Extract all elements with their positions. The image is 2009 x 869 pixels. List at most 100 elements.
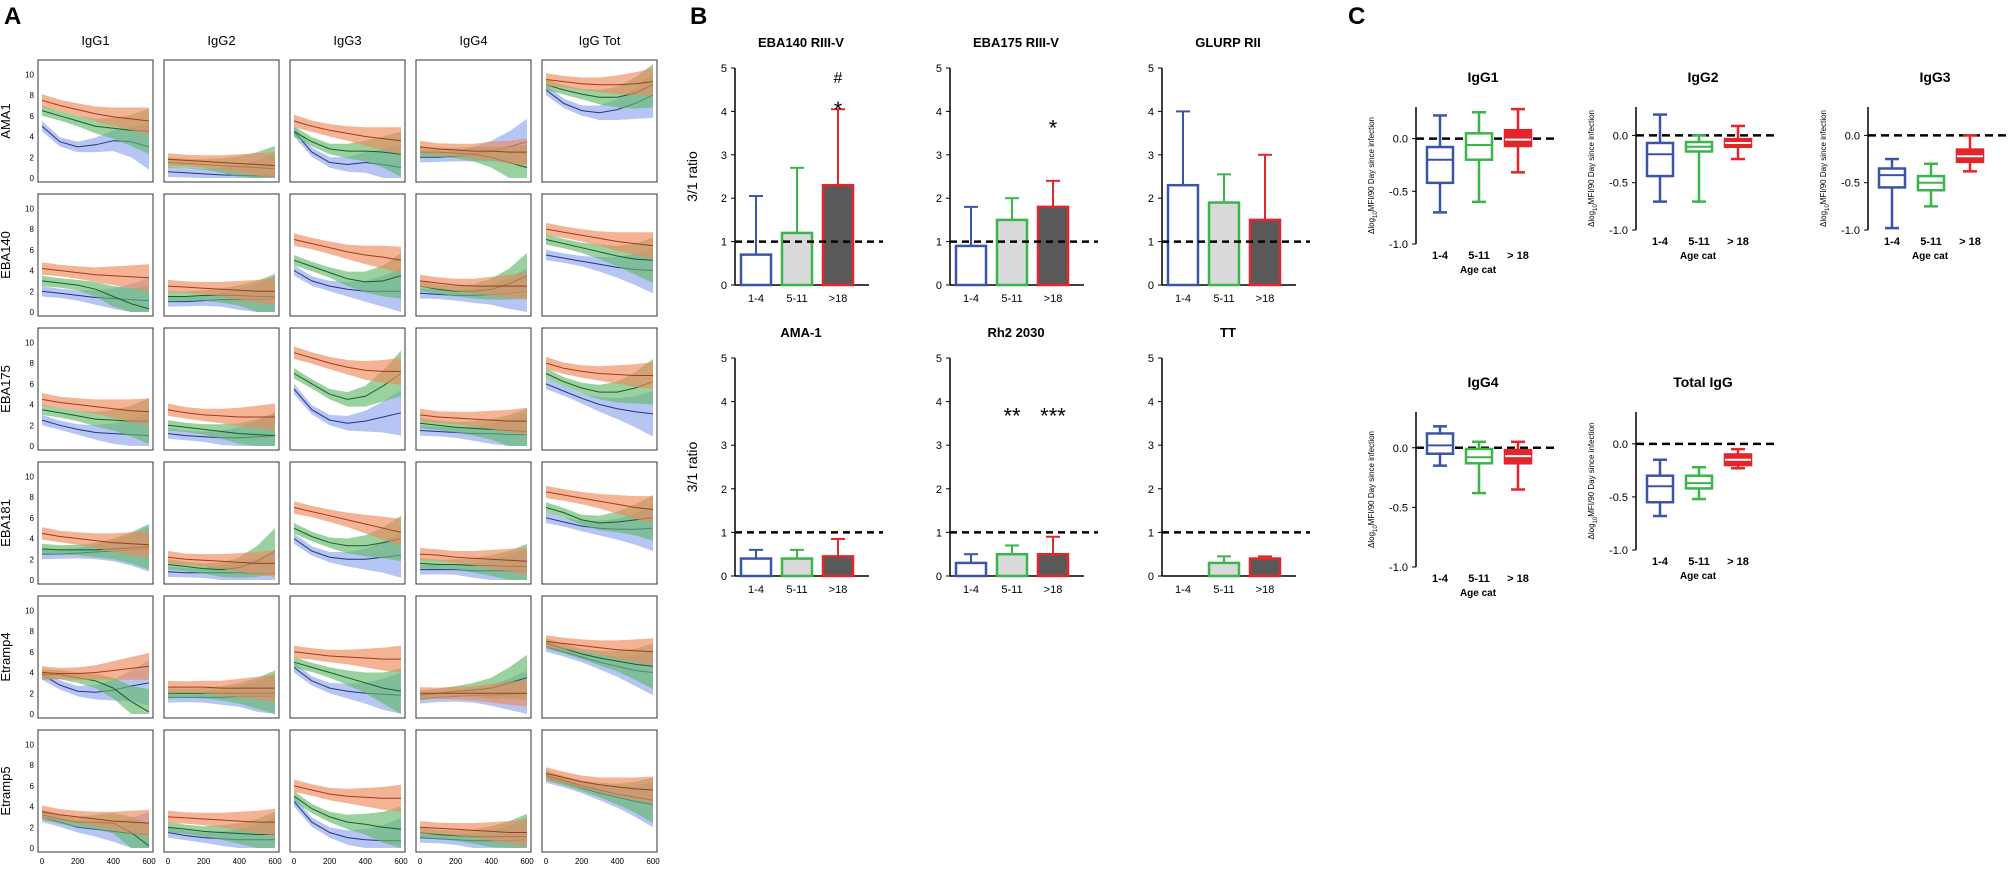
x-tick-label: 5-11 [1001,584,1022,596]
y-tick-label: 0 [721,571,727,583]
line-orange [41,532,150,546]
band-blue [294,532,401,578]
y-tick-label: 0.0 [1613,130,1628,142]
x-tick-label: 0 [40,857,45,864]
band-orange [294,233,401,274]
y-tick-label: -0.5 [1389,502,1408,514]
line-orange [293,352,401,372]
y-tick-label: 4 [1148,397,1154,409]
y-tick-label: 1 [1148,527,1154,539]
x-tick-label: 400 [107,857,121,864]
panel-a: IgG1 IgG2 IgG3 IgG4 IgG Tot AMA1 0 2 4 6 8 10 EBA140… [0,33,660,866]
x-tick-label: 0 [544,857,549,864]
y-tick-label: 1 [721,527,727,539]
x-tick-label: > 18 [1959,236,1981,248]
y-tick-label: 0.0 [1393,134,1408,146]
x-tick-label: 5-11 [1920,236,1941,248]
x-tick-label: 1-4 [748,293,764,305]
y-tick-label: 0 [30,576,35,585]
line-green [545,239,654,261]
x-tick-label: 1-4 [1175,584,1191,596]
col-header: IgG1 [81,33,109,48]
y-tick-label: 4 [30,267,35,276]
bar [954,244,988,287]
x-axis-label: Age cat [1680,251,1717,262]
y-tick-label: 0 [1148,571,1154,583]
bar-chart-title: Rh2 2030 [987,325,1044,340]
x-tick-label: 200 [197,857,211,864]
y-tick-label: 10 [25,70,34,79]
line-green [293,661,402,692]
line-orange [545,362,653,376]
row-header: AMA1 [0,103,13,138]
line-orange [419,280,527,287]
y-tick-label: 8 [30,91,35,100]
x-tick-label: >18 [829,584,848,596]
x-tick-label: 1-4 [1652,556,1669,568]
y-tick-label: 5 [721,63,727,75]
y-axis-label: Δlog10MFI/90 Day since infection [1587,110,1599,227]
band-green [294,350,401,407]
band-green [42,669,149,714]
line-green [293,373,402,400]
line-orange [168,686,275,689]
x-tick-label: >18 [1044,584,1063,596]
x-tick-label: > 18 [1507,573,1529,585]
x-tick-label: 5-11 [786,293,807,305]
y-tick-label: 6 [30,782,35,791]
y-tick-label: 8 [30,493,35,502]
significance-mark: * [1049,115,1058,140]
col-header: IgG Tot [579,33,621,48]
box [1645,141,1675,178]
y-tick-label: -1.0 [1841,225,1860,237]
band-orange [546,68,653,96]
x-tick-label: >18 [1256,584,1275,596]
line-blue [545,383,654,415]
band-orange [420,819,527,846]
x-tick-label: > 18 [1727,556,1749,568]
band-orange [42,805,149,837]
y-tick-label: 6 [30,514,35,523]
line-orange [167,158,276,167]
line-orange [167,556,275,564]
y-tick-label: 2 [936,193,942,205]
y-tick-label: 5 [936,353,942,365]
x-tick-label: 200 [323,857,337,864]
y-tick-label: -1.0 [1609,225,1628,237]
y-axis-label: 3/1 ratio [684,151,700,202]
y-tick-label: 0 [1148,280,1154,292]
y-tick-label: -0.5 [1609,178,1628,190]
y-tick-label: 5 [1148,63,1154,75]
y-tick-label: 6 [30,648,35,657]
y-tick-label: 2 [721,193,727,205]
y-tick-label: 2 [936,484,942,496]
y-tick-label: 5 [721,353,727,365]
line-green [167,424,276,437]
band-blue [546,378,653,437]
box [1503,128,1533,148]
x-tick-label: 1-4 [1884,236,1901,248]
band-green [546,495,653,541]
line-orange [293,239,402,261]
y-tick-label: 0 [30,174,35,183]
bar [739,557,773,578]
bar [1207,201,1241,287]
y-tick-label: -1.0 [1389,562,1408,574]
bar [1036,205,1070,287]
x-tick-label: 600 [268,857,282,864]
band-orange [294,645,401,673]
bar [1248,557,1282,578]
x-tick-label: 1-4 [963,293,979,305]
y-tick-label: -0.5 [1389,186,1408,198]
y-tick-label: 3 [936,150,942,162]
significance-mark: ** [1003,403,1021,428]
bar-chart-title: AMA-1 [780,325,821,340]
box-chart-title: IgG4 [1467,374,1498,390]
box [1464,447,1494,465]
y-tick-label: 6 [30,112,35,121]
line-orange [545,772,654,791]
y-tick-label: 6 [30,246,35,255]
x-tick-label: >18 [1256,293,1275,305]
y-tick-label: 4 [936,106,942,118]
bar [821,555,855,578]
